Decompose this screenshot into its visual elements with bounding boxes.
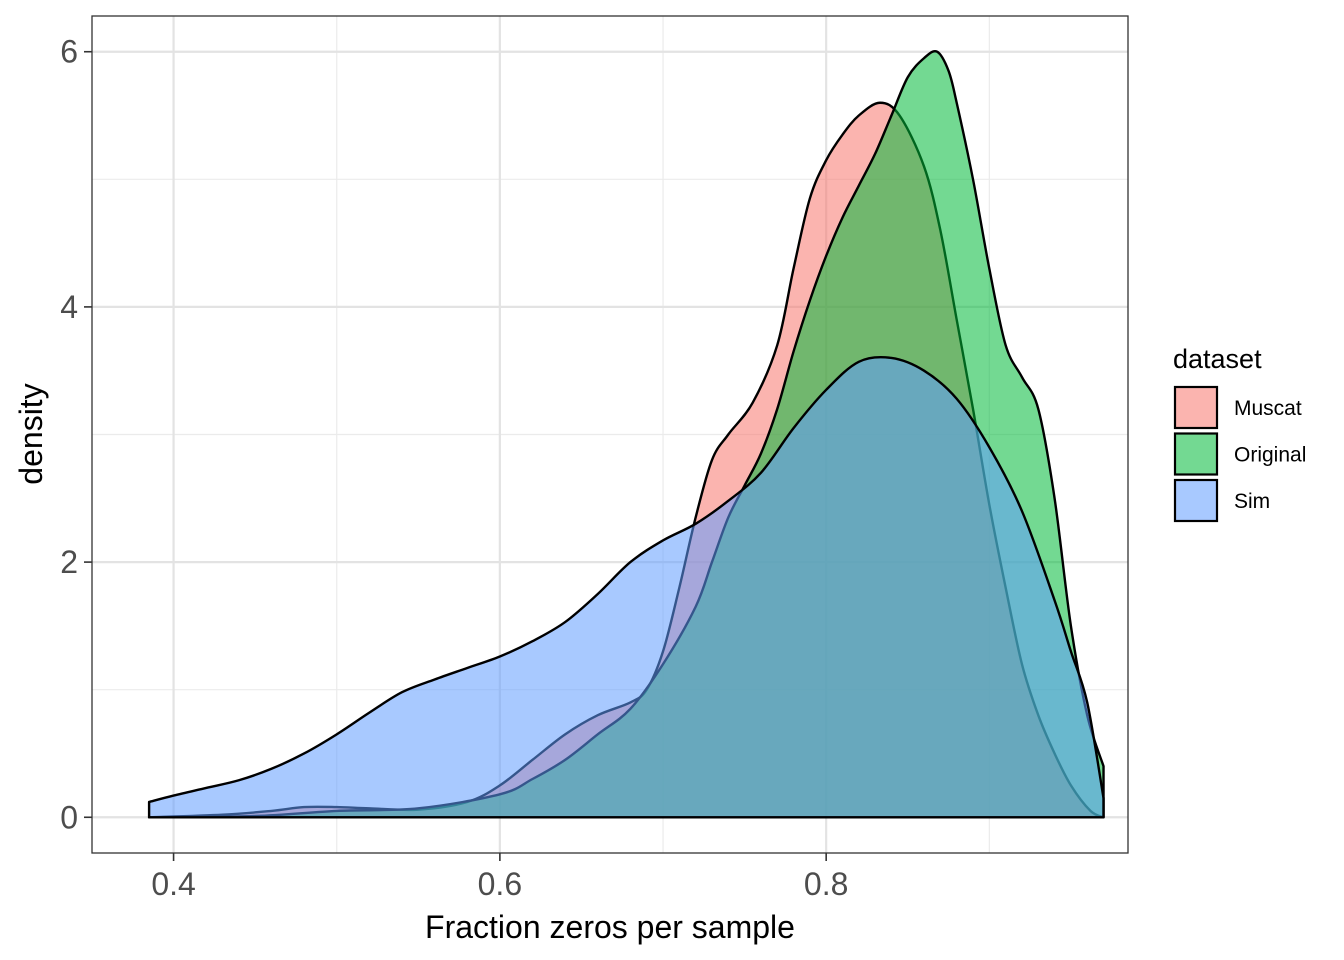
x-axis-title: Fraction zeros per sample — [425, 909, 795, 945]
x-axis: 0.4 0.6 0.8 — [151, 853, 848, 902]
legend-label-muscat: Muscat — [1234, 397, 1302, 420]
y-tick-label-1: 2 — [60, 544, 78, 580]
y-tick-label-2: 4 — [60, 289, 78, 325]
legend-title: dataset — [1173, 344, 1262, 374]
density-area-sim — [147, 355, 1105, 819]
y-tick-label-0: 0 — [60, 799, 78, 835]
legend-label-original: Original — [1234, 444, 1306, 467]
legend: dataset Muscat Original Sim — [1173, 344, 1306, 523]
x-tick-label-2: 0.8 — [804, 866, 848, 902]
panel-border — [91, 15, 1129, 854]
x-tick-label-1: 0.6 — [478, 866, 522, 902]
legend-label-sim: Sim — [1234, 490, 1270, 513]
legend-swatch-sim — [1173, 478, 1219, 523]
y-tick-label-3: 6 — [60, 34, 78, 70]
legend-swatch-muscat — [1173, 385, 1219, 430]
density-areas — [147, 50, 1105, 819]
x-tick-label-0: 0.4 — [151, 866, 195, 902]
y-axis-title: density — [13, 383, 49, 484]
y-axis: 0 2 4 6 — [60, 34, 92, 835]
legend-swatch-original — [1173, 432, 1219, 476]
